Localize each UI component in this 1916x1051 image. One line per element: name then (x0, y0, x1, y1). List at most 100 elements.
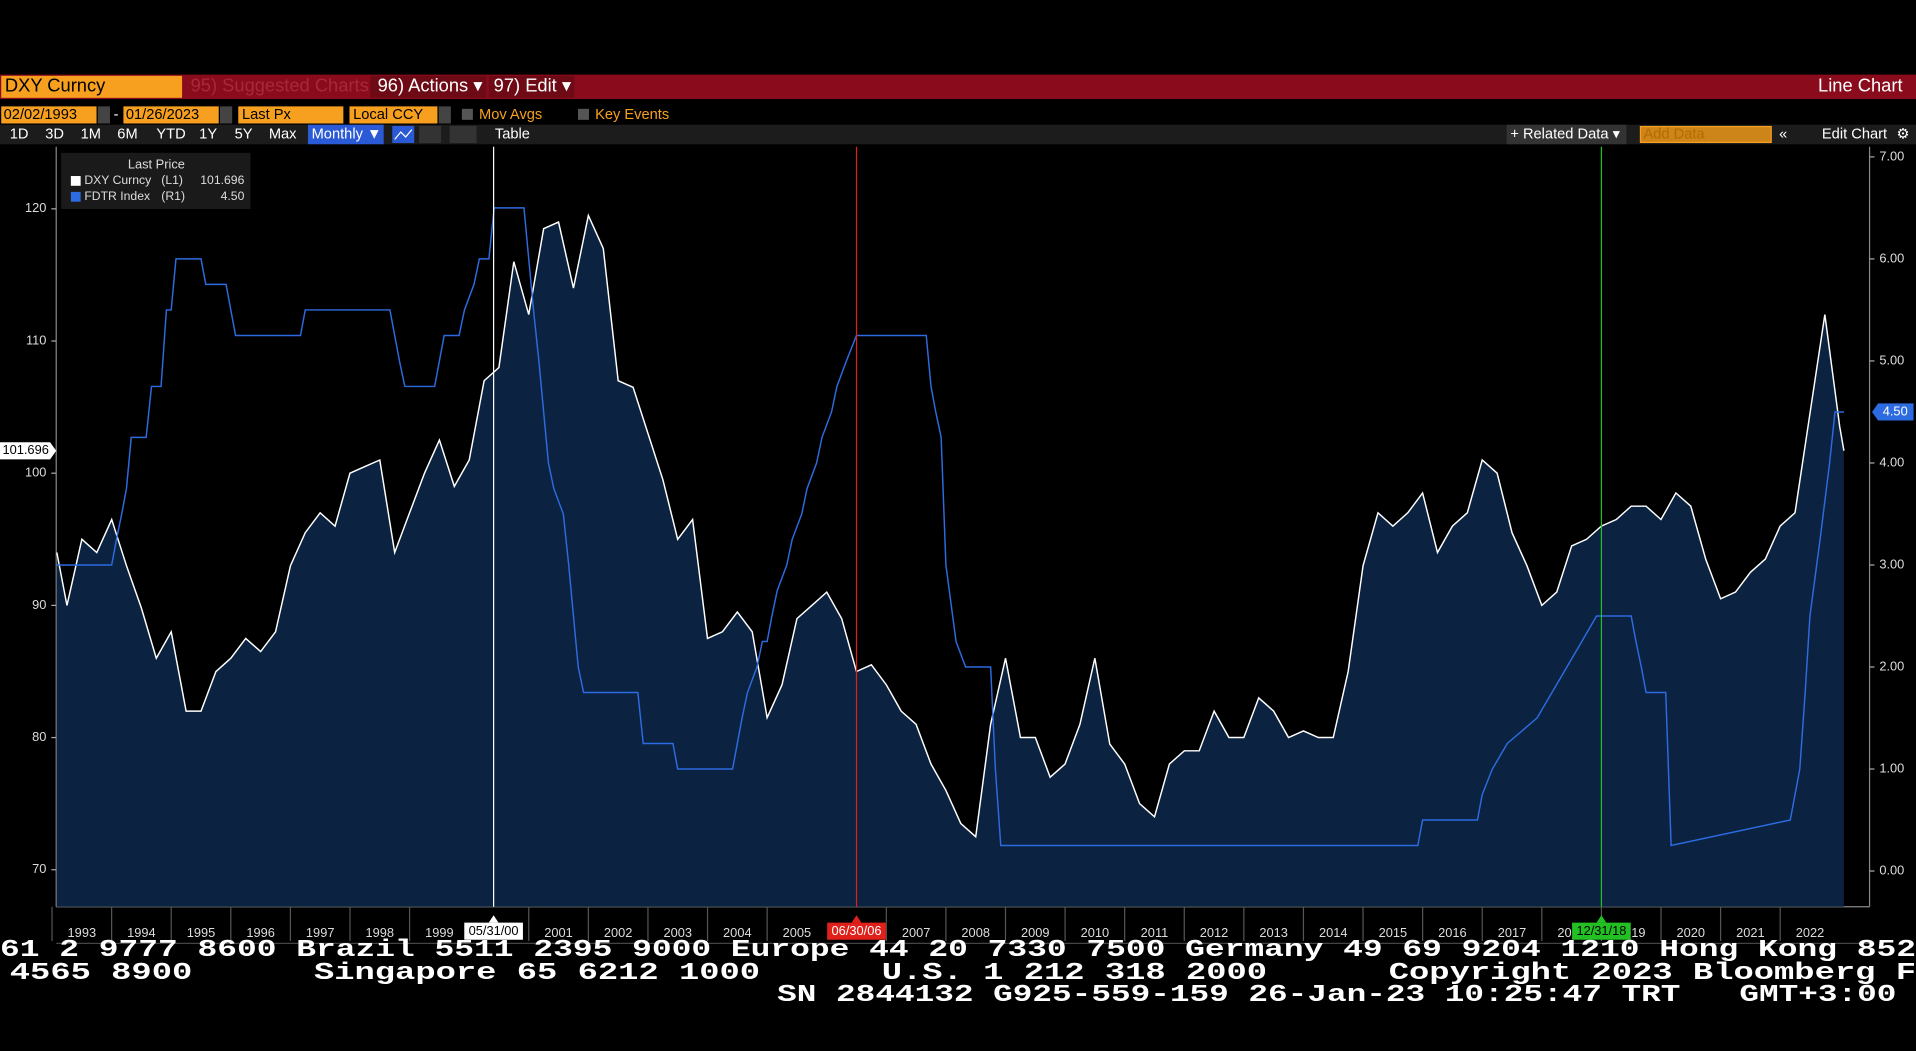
settings-icon[interactable]: ⚙ (1896, 126, 1909, 142)
event-pointer (488, 915, 499, 923)
date-box[interactable] (123, 106, 219, 124)
footer-line: 61 2 9777 8600 Brazil 5511 2395 9000 Eur… (0, 937, 1916, 964)
option[interactable]: Mov Avgs (479, 107, 542, 123)
x-tick-label: 2015 (1379, 925, 1408, 940)
x-tick-label: 2003 (663, 925, 692, 940)
y2-tick-label: 7.00 (1879, 148, 1904, 163)
y2-tick-label: 3.00 (1879, 556, 1904, 571)
x-tick-label: 2012 (1200, 925, 1229, 940)
menu-button[interactable] (488, 75, 575, 98)
field-box[interactable] (238, 106, 344, 124)
period-button[interactable]: YTD (156, 126, 185, 142)
start-date[interactable]: 02/02/1993 (4, 107, 77, 123)
event-flag (464, 922, 523, 940)
period-buttons: 1D 3D 1M 6M YTD 1Y 5Y Max (10, 126, 297, 142)
x-tick-label: 2002 (604, 925, 633, 940)
legend-axis: (L1) (161, 173, 183, 187)
tool-icon[interactable] (449, 125, 477, 144)
x-tick-label: 2001 (544, 925, 573, 940)
currency[interactable]: Local CCY (353, 107, 423, 123)
toolbar-row (0, 124, 1916, 145)
add-data-box[interactable] (1639, 125, 1772, 144)
y2-tick-label: 6.00 (1879, 250, 1904, 265)
period-button[interactable]: Max (269, 126, 297, 142)
x-tick-label: 2014 (1319, 925, 1348, 940)
legend-name: FDTR Index (84, 189, 150, 203)
y2-tick-label: 2.00 (1879, 658, 1904, 673)
x-tick-label: 2008 (961, 925, 990, 940)
frequency[interactable]: Monthly ▼ (312, 126, 382, 142)
currency-box[interactable] (349, 106, 438, 124)
period-button[interactable]: 5Y (235, 126, 253, 142)
period-button[interactable]: 1D (10, 126, 29, 142)
legend-box (61, 152, 251, 210)
legend-value: 4.50 (221, 189, 245, 203)
security-box[interactable] (1, 75, 183, 98)
related-box[interactable] (1506, 124, 1627, 145)
x-tick-label: 1993 (68, 925, 97, 940)
y-tick-label: 70 (32, 861, 46, 876)
x-tick-label: 2011 (1141, 925, 1169, 940)
area (56, 215, 1844, 907)
menu-item[interactable]: 96) Actions ▾ (378, 75, 483, 96)
event-pointer (1596, 915, 1607, 923)
y2-tick-label: 4.00 (1879, 454, 1904, 469)
checkbox[interactable] (577, 108, 589, 120)
x-tick-label: 1997 (306, 925, 335, 940)
chart-icon-glyph (394, 129, 413, 140)
menu-bar (0, 74, 1916, 100)
collapse-icon[interactable]: « (1779, 126, 1787, 142)
y-tick-label: 90 (32, 597, 46, 612)
security[interactable]: DXY Curncy (5, 75, 106, 96)
x-tick-label: 2009 (1021, 925, 1050, 940)
tool-icon[interactable] (419, 125, 442, 144)
x-tick-label: 2013 (1259, 925, 1288, 940)
x-tick-label: 2005 (783, 925, 812, 940)
x-tick-label: 1996 (246, 925, 275, 940)
table-button[interactable]: Table (495, 126, 530, 142)
legend-title: Last Price (128, 156, 185, 171)
footer-line: 4565 8900 Singapore 65 6212 1000 U.S. 1 … (10, 960, 1916, 987)
line (56, 207, 1844, 847)
menu-button[interactable] (370, 75, 487, 98)
period-button[interactable]: 6M (117, 126, 137, 142)
y-tick-label: 120 (25, 200, 46, 215)
dropdown[interactable] (438, 106, 451, 124)
menu-item[interactable]: 97) Edit ▾ (494, 75, 571, 96)
edit-chart[interactable]: Edit Chart (1822, 126, 1887, 142)
line (56, 213, 1845, 839)
field[interactable]: Last Px (242, 107, 292, 123)
x-tick-label: 1994 (127, 925, 156, 940)
x-tick-label: 1995 (187, 925, 216, 940)
event-pointer (851, 915, 862, 923)
last-value-flag (1872, 403, 1914, 421)
x-tick-label: 1999 (425, 925, 454, 940)
checkbox[interactable] (461, 108, 473, 120)
x-tick-label: 2007 (902, 925, 931, 940)
end-date[interactable]: 01/26/2023 (126, 107, 199, 123)
period-button[interactable]: 3D (45, 126, 64, 142)
date-box[interactable] (1, 106, 97, 124)
option[interactable]: Key Events (595, 107, 669, 123)
period-button[interactable]: 1M (81, 126, 101, 142)
legend-swatch (70, 176, 81, 186)
y-tick-label: 110 (26, 332, 46, 347)
calendar-icon[interactable] (97, 106, 110, 124)
event-label: 12/31/18 (1576, 923, 1626, 938)
x-tick-label: 2022 (1796, 925, 1825, 940)
related-data[interactable]: + Related Data ▾ (1510, 126, 1620, 142)
add-data[interactable]: Add Data (1644, 126, 1706, 142)
menu-item[interactable]: 95) Suggested Charts (191, 75, 369, 96)
calendar-icon[interactable] (219, 106, 233, 124)
add-data-field (1641, 127, 1771, 142)
period-button[interactable]: 1Y (199, 126, 217, 142)
x-tick-label: 2017 (1498, 925, 1527, 940)
footer: 61 2 9777 8600 Brazil 5511 2395 9000 Eur… (0, 937, 1916, 1009)
date-separator: - (114, 107, 119, 123)
event-flag (1572, 922, 1631, 940)
frequency-box[interactable] (307, 124, 384, 145)
event-label: 06/30/06 (832, 923, 882, 938)
legend-swatch (70, 191, 81, 202)
